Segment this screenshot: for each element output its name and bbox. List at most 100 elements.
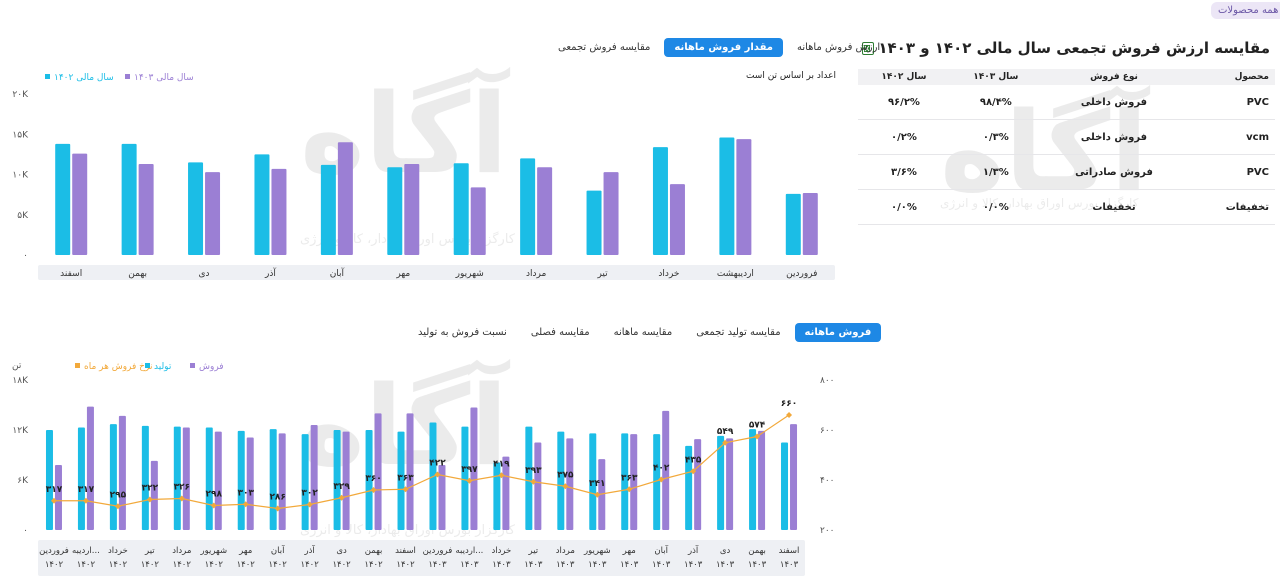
bar [365, 430, 373, 530]
x-tick-label: اردیبهشت [717, 269, 754, 279]
bar [461, 426, 469, 530]
bar [121, 143, 137, 255]
tab-cumulative-production-comparison[interactable]: مقایسه تولید تجمعی [696, 327, 781, 338]
x-tick-label: فروردین [786, 269, 817, 279]
price-point [754, 433, 761, 440]
legend-label: سال مالی ۱۴۰۳ [134, 73, 194, 83]
legend-label: نرخ فروش هر ماه [84, 362, 152, 372]
y-tick-label: ۰ [23, 251, 28, 261]
bar [109, 424, 117, 530]
x-tick-label: آذر [264, 267, 276, 279]
x-tick-label: ۱۴۰۲ [205, 560, 224, 570]
x-tick-label: فروردین [39, 546, 69, 556]
x-tick-label: ۱۴۰۳ [620, 560, 639, 570]
price-point [274, 505, 281, 512]
tab-monthly-sales-quantity[interactable]: مقدار فروش ماهانه [664, 38, 783, 57]
y-tick-label: ۱۲K [12, 426, 29, 436]
x-tick-label: تیر [528, 546, 539, 556]
cell-product: PVC [1186, 154, 1275, 190]
x-tick-label: ۱۴۰۲ [45, 560, 64, 570]
x-tick-label: بهمن [748, 546, 766, 556]
price-data-label: ۵۴۹ [717, 427, 734, 437]
x-tick-label: مرداد [172, 546, 191, 556]
x-tick-label: دی [720, 546, 731, 556]
bar [55, 143, 71, 255]
cell-1402: ۳/۶% [858, 154, 950, 190]
x-tick-label: ۱۴۰۲ [396, 560, 415, 570]
x-tick-label: آبان [654, 544, 668, 556]
price-data-label: ۳۱۷ [46, 485, 63, 495]
cell-1402: ۹۶/۲% [858, 85, 950, 120]
price-data-label: ۴۲۲ [429, 459, 446, 469]
table-title: مقایسه ارزش فروش تجمعی سال مالی ۱۴۰۲ و ۱… [878, 39, 1270, 57]
price-data-label: ۲۹۸ [206, 490, 223, 500]
x-tick-label: ۱۴۰۳ [492, 560, 511, 570]
tab-monthly-sales[interactable]: فروش ماهانه [794, 323, 882, 342]
x-tick-label: ۱۴۰۳ [428, 560, 447, 570]
x-tick-label: خرداد [658, 269, 679, 279]
bar [86, 406, 94, 530]
price-data-label: ۳۶۳ [397, 473, 414, 483]
tab-monthly-comparison[interactable]: مقایسه ماهانه [613, 327, 673, 338]
monthly-sales-quantity-chart: سال مالی ۱۴۰۲ سال مالی ۱۴۰۳ ۰ ۵K ۱۰K ۱۵K ۲۰K فر… [12, 73, 835, 280]
x-tick-label: آذر [687, 544, 699, 556]
x-tick-label: دی [336, 546, 347, 556]
legend-swatch [75, 363, 80, 368]
bar [118, 415, 126, 530]
bar [652, 147, 668, 255]
x-tick-label: ۱۴۰۳ [556, 560, 575, 570]
bar [621, 433, 629, 530]
y-tick-label: ۰ [23, 526, 28, 536]
x-tick-label: اردیبه... [456, 546, 484, 556]
x-tick-label: ۱۴۰۲ [237, 560, 256, 570]
top-chart-note: اعداد بر اساس تن است [745, 71, 836, 81]
price-point [242, 501, 249, 508]
excel-export-icon[interactable] [862, 42, 874, 55]
bar [406, 413, 414, 530]
bar [188, 162, 204, 255]
tab-cumulative-sales-comparison[interactable]: مقایسه فروش تجمعی [558, 42, 651, 53]
bar [534, 442, 542, 530]
x-axis-band [38, 540, 805, 576]
price-point [594, 491, 601, 498]
cell-sale-type: تخفیفات [1041, 189, 1187, 225]
price-data-label: ۴۳۵ [685, 455, 702, 465]
filter-badge[interactable]: همه محصولات [1211, 2, 1280, 19]
y2-tick-label: ۸۰۰ [820, 376, 835, 386]
x-tick-label: ۱۴۰۲ [269, 560, 288, 570]
legend-label: فروش [199, 362, 224, 372]
x-tick-label: ۱۴۰۳ [748, 560, 767, 570]
x-tick-label: آبان [271, 544, 285, 556]
price-point [338, 494, 345, 501]
bar [736, 139, 752, 255]
y-axis-label: تن [12, 361, 22, 371]
bar [662, 410, 670, 530]
tab-monthly-sales-value[interactable]: ارزش فروش ماهانه [796, 42, 881, 53]
price-data-label: ۳۱۷ [78, 485, 95, 495]
price-data-label: ۳۶۰ [365, 474, 381, 484]
tab-sales-to-production-ratio[interactable]: نسبت فروش به تولید [418, 327, 507, 338]
bar [586, 190, 602, 255]
price-point [370, 487, 377, 493]
x-tick-label: مرداد [526, 269, 546, 279]
bar [72, 153, 88, 255]
bar [685, 445, 693, 530]
table-row: PVC فروش صادراتی ۱/۳% ۳/۶% [858, 154, 1275, 190]
price-point [690, 468, 697, 475]
bar [205, 427, 213, 530]
cell-1403: ۹۸/۴% [949, 85, 1042, 120]
x-tick-label: ۱۴۰۲ [141, 560, 160, 570]
bar [404, 164, 420, 255]
y-tick-label: ۲۰K [12, 90, 29, 100]
bottom-chart-tabs: فروش ماهانه مقایسه تولید تجمعی مقایسه ما… [408, 323, 882, 342]
price-point [722, 439, 729, 446]
price-point [50, 497, 57, 504]
x-tick-label: ۱۴۰۲ [173, 560, 192, 570]
price-point [114, 503, 121, 510]
cell-1403: ۱/۳% [949, 154, 1042, 190]
x-tick-label: فروردین [423, 546, 453, 556]
tab-seasonal-comparison[interactable]: مقایسه فصلی [530, 327, 590, 338]
bar [566, 438, 574, 530]
price-data-label: ۶۶۰ [781, 399, 797, 409]
y-tick-label: ۱۸K [12, 376, 29, 386]
